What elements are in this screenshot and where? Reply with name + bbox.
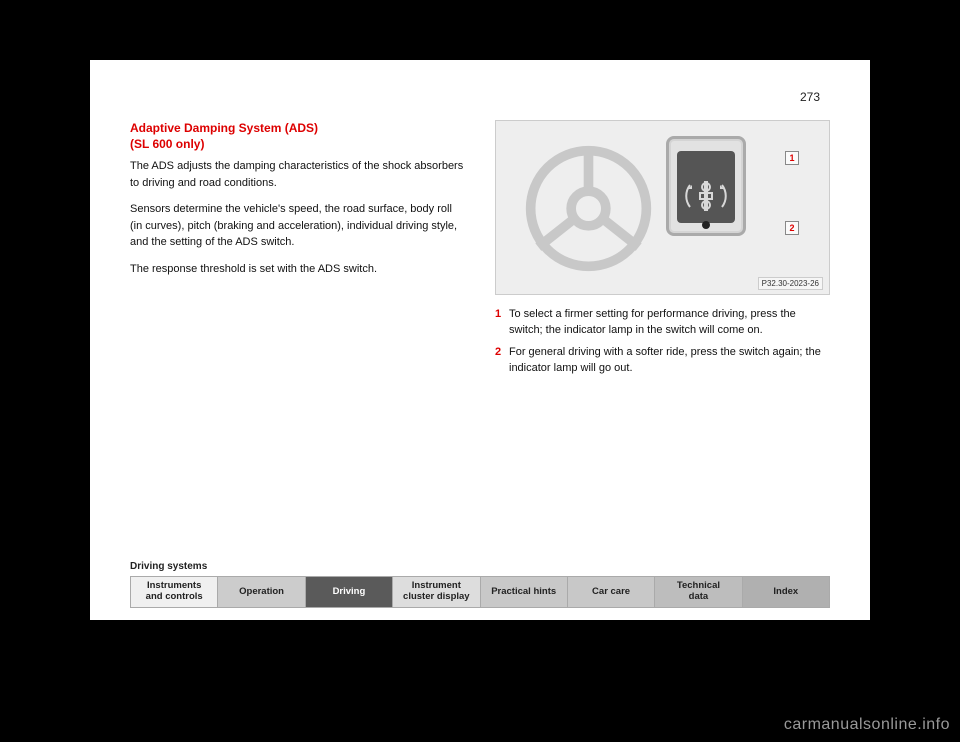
paragraph: The response threshold is set with the A… (130, 261, 465, 278)
callout-1: 1 (785, 151, 799, 165)
tab-practical-hints[interactable]: Practical hints (481, 577, 568, 607)
manual-page: 273 Adaptive Damping System (ADS) (SL 60… (90, 60, 870, 620)
section-footer: Driving systems (130, 561, 207, 572)
figure-code: P32.30-2023-26 (758, 277, 823, 290)
steering-wheel-icon (521, 141, 656, 276)
tab-label: Technicaldata (677, 581, 720, 603)
right-column: 1 2 P32.30-2023-26 1 To select a firmer … (495, 120, 830, 383)
tab-label: Car care (592, 587, 630, 598)
callout-text: To select a firmer setting for performan… (509, 307, 830, 339)
callout-description: 1 To select a firmer setting for perform… (495, 307, 830, 339)
tab-technical-data[interactable]: Technicaldata (655, 577, 742, 607)
page-wrapper: 273 Adaptive Damping System (ADS) (SL 60… (0, 0, 960, 742)
indicator-lamp-icon (702, 221, 710, 229)
tab-driving[interactable]: Driving (306, 577, 393, 607)
tab-car-care[interactable]: Car care (568, 577, 655, 607)
paragraph: The ADS adjusts the damping characterist… (130, 158, 465, 191)
content-columns: Adaptive Damping System (ADS) (SL 600 on… (130, 120, 830, 383)
illustration: 1 2 P32.30-2023-26 (495, 120, 830, 295)
heading-line-2: (SL 600 only) (130, 137, 204, 151)
body-text: The ADS adjusts the damping characterist… (130, 158, 465, 277)
section-heading: Adaptive Damping System (ADS) (SL 600 on… (130, 120, 465, 152)
tab-label: Instrumentsand controls (146, 581, 203, 603)
callout-number: 2 (495, 345, 509, 377)
ads-switch-face (677, 151, 735, 223)
callout-text: For general driving with a softer ride, … (509, 345, 830, 377)
callout-number: 1 (495, 307, 509, 339)
tab-label: Instrumentcluster display (403, 581, 470, 603)
callout-2: 2 (785, 221, 799, 235)
tab-index[interactable]: Index (743, 577, 829, 607)
tab-label: Driving (333, 587, 366, 598)
tab-label: Index (773, 587, 798, 598)
watermark: carmanualsonline.info (784, 716, 950, 734)
ads-switch (666, 136, 746, 236)
tab-instruments-controls[interactable]: Instrumentsand controls (131, 577, 218, 607)
tab-label: Operation (239, 587, 284, 598)
damper-icon (684, 179, 728, 213)
page-number: 273 (800, 90, 820, 104)
callout-description: 2 For general driving with a softer ride… (495, 345, 830, 377)
footer-nav-tabs: Instrumentsand controls Operation Drivin… (130, 576, 830, 608)
tab-instrument-cluster-display[interactable]: Instrumentcluster display (393, 577, 480, 607)
tab-operation[interactable]: Operation (218, 577, 305, 607)
heading-line-1: Adaptive Damping System (ADS) (130, 121, 318, 135)
paragraph: Sensors determine the vehicle's speed, t… (130, 201, 465, 251)
left-column: Adaptive Damping System (ADS) (SL 600 on… (130, 120, 465, 383)
tab-label: Practical hints (491, 587, 556, 598)
